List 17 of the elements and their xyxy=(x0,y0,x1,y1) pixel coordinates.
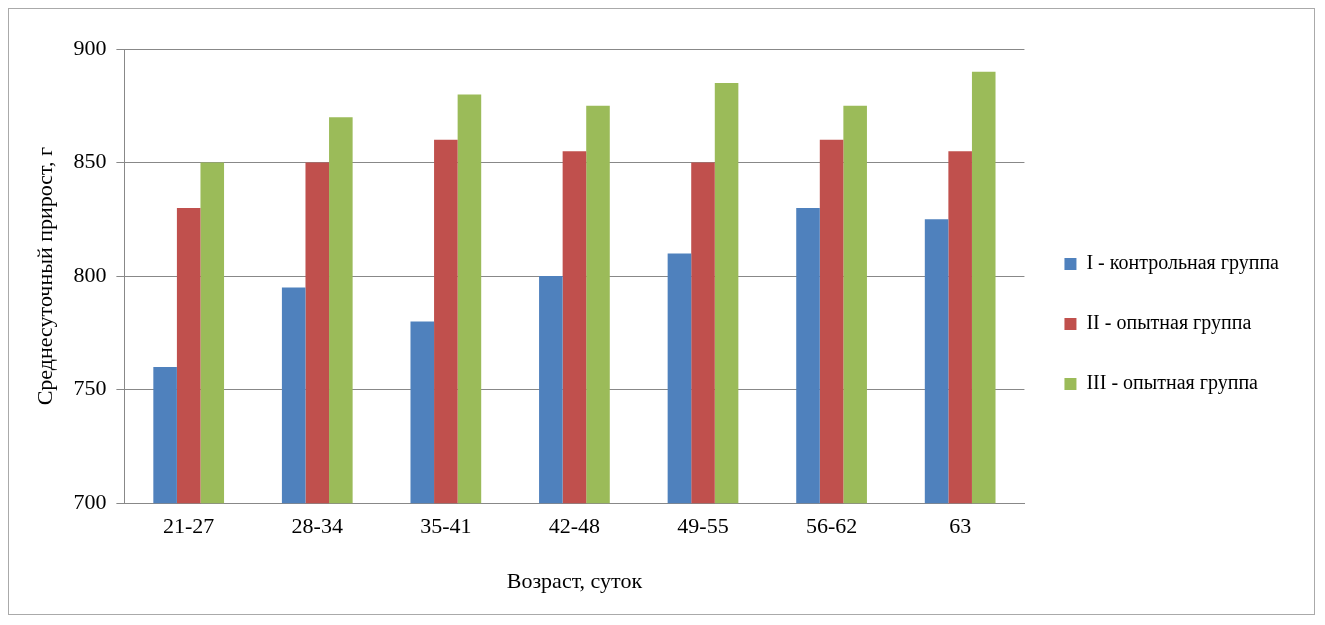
y-tick-label: 800 xyxy=(73,261,107,287)
x-tick-label: 49-55 xyxy=(677,513,729,539)
x-tick-label: 63 xyxy=(949,513,972,539)
x-tick-label: 28-34 xyxy=(291,513,343,539)
y-axis-title: Среднесуточный прирост, г xyxy=(31,146,57,406)
x-tick-label: 35-41 xyxy=(420,513,472,539)
x-tick-label: 42-48 xyxy=(548,513,601,539)
y-tick-label: 850 xyxy=(73,148,107,174)
legend-label: I - контрольная группа xyxy=(1086,251,1280,275)
legend-label: II - опытная группа xyxy=(1086,311,1252,335)
y-tick-label: 900 xyxy=(73,34,107,60)
x-tick-label: 56-62 xyxy=(805,513,858,539)
x-tick-label: 21-27 xyxy=(163,513,215,539)
y-tick-label: 750 xyxy=(73,375,107,401)
legend-label: III - опытная группа xyxy=(1086,371,1259,395)
x-axis-title: Возраст, суток xyxy=(506,567,643,593)
y-tick-label: 700 xyxy=(73,488,107,514)
